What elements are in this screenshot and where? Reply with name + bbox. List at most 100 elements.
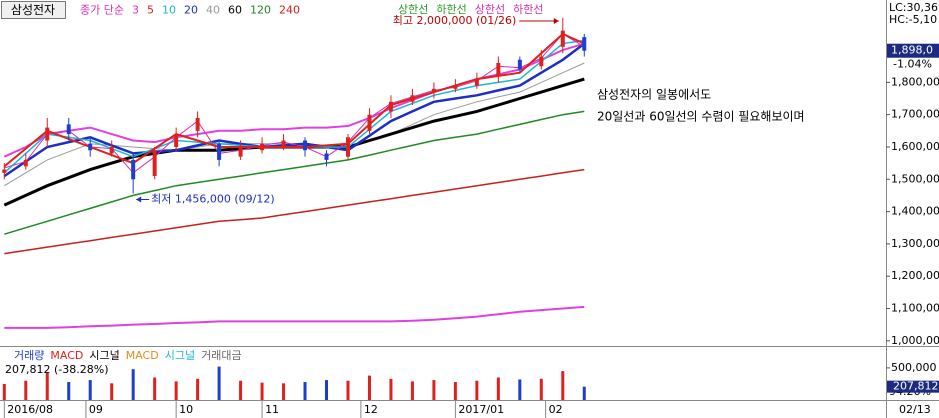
y-tick-label: 1,000,000	[891, 334, 939, 347]
comment: 삼성전자의 일봉에서도	[597, 88, 711, 102]
lc-label: LC:30,36	[889, 1, 938, 14]
volume-bar	[325, 380, 329, 400]
candle-body	[303, 140, 308, 151]
y-tick-label: 1,800,000	[891, 75, 939, 88]
candle-body	[238, 146, 243, 157]
high-label: 최고 2,000,000 (01/26)	[393, 14, 517, 27]
legend-entry[interactable]: 120	[250, 4, 271, 17]
volume-bar	[174, 381, 178, 400]
legend-entry[interactable]: 40	[206, 4, 220, 17]
volume-info: 207,812 (-38.28%)	[5, 363, 108, 376]
candle-body	[260, 143, 265, 151]
candle-body	[560, 30, 565, 47]
symbol: 삼성전자	[11, 3, 55, 17]
volume-bar	[24, 380, 28, 400]
volume-bar	[518, 379, 522, 400]
volume-bar	[153, 377, 157, 400]
change-label: -1.04%	[893, 58, 932, 71]
candle-body	[496, 62, 501, 76]
volume-bar	[110, 383, 114, 400]
symbol-box[interactable]	[1, 1, 66, 19]
price-marker	[887, 43, 939, 58]
x-tick-label: 2016/08	[7, 403, 53, 416]
lower-legend-entry[interactable]: 시그널	[89, 349, 119, 362]
candle-body	[582, 37, 587, 51]
volume-bar	[346, 380, 350, 400]
candle-body	[453, 85, 458, 89]
band-label: 하한선	[513, 2, 543, 16]
candle-body	[345, 137, 350, 157]
volume-bar	[131, 369, 135, 400]
candle-body	[23, 159, 28, 167]
band-label: 상한선	[398, 3, 428, 16]
candle-body	[410, 95, 415, 102]
volume-bar	[561, 371, 565, 400]
volume-bar	[410, 381, 414, 400]
y-tick-label: 1,400,000	[891, 205, 939, 218]
volume-bar	[303, 382, 307, 400]
band-label: 상한선	[475, 3, 505, 16]
lower-legend-entry[interactable]: 거래대금	[201, 349, 241, 362]
lower-legend-entry[interactable]: MACD	[126, 349, 159, 362]
x-tick-label: 09	[89, 403, 103, 416]
volume-bar	[196, 378, 200, 400]
candle-body	[474, 79, 479, 86]
low-arrowhead	[136, 196, 142, 203]
candle-body	[324, 153, 329, 160]
volume-bar	[367, 375, 371, 400]
y-tick-label: 1,700,000	[891, 108, 939, 121]
legend-entry[interactable]: 10	[162, 4, 176, 17]
x-tick-label: 12	[364, 403, 378, 416]
high-arrowhead	[553, 18, 559, 24]
y-tick-label: 1,600,000	[891, 140, 939, 153]
candle-body	[2, 169, 7, 173]
volume-bar	[496, 377, 500, 400]
candle-body	[388, 101, 393, 112]
candle-body	[66, 124, 71, 135]
ma-line	[4, 110, 585, 235]
lower-legend-entry[interactable]: 거래량	[14, 349, 44, 362]
lower-legend-entry[interactable]: 시그널	[165, 349, 195, 362]
band-label: 하한선	[436, 2, 466, 16]
ma-line	[4, 168, 585, 255]
volume-bar	[2, 383, 6, 400]
y-tick-label: 1,500,000	[891, 172, 939, 185]
ma-line	[3, 32, 585, 168]
candle-body	[88, 143, 93, 151]
x-tick-label: 2017/01	[458, 403, 504, 416]
volume-bar	[475, 380, 479, 400]
last-date: 02/13	[899, 403, 931, 416]
candle-body	[131, 159, 136, 180]
legend-entry[interactable]: 3	[132, 4, 139, 17]
volume-bar	[217, 366, 221, 400]
volume-marker	[887, 380, 939, 393]
legend-entry[interactable]: 20	[184, 4, 198, 17]
volume-tick-label: 500,000	[891, 361, 937, 374]
envelope-line	[4, 305, 585, 329]
volume-bar	[88, 380, 92, 400]
y-tick-label: 1,200,000	[891, 269, 939, 282]
legend-entry[interactable]: 60	[228, 4, 242, 17]
candle-body	[45, 127, 50, 141]
candle-body	[539, 56, 544, 67]
candle-body	[195, 117, 200, 131]
legend-entry[interactable]: 5	[147, 4, 154, 17]
legend-entry[interactable]: 240	[279, 4, 300, 17]
candle-body	[367, 114, 372, 131]
volume-bar	[389, 378, 393, 400]
candle-body	[517, 59, 522, 70]
y-tick-label: 1,300,000	[891, 237, 939, 250]
hc-label: HC:-5,10	[889, 13, 937, 26]
volume-bar	[239, 380, 243, 400]
volume-bar	[45, 373, 49, 400]
x-tick-label: 11	[265, 403, 279, 416]
volume-bar	[260, 382, 264, 400]
candle-body	[109, 146, 114, 154]
volume-bar	[67, 382, 71, 400]
lower-legend-entry[interactable]: MACD	[50, 349, 83, 362]
volume-bar	[539, 378, 543, 400]
comment: 20일선과 60일선의 수렴이 필요해보이며	[597, 110, 805, 124]
